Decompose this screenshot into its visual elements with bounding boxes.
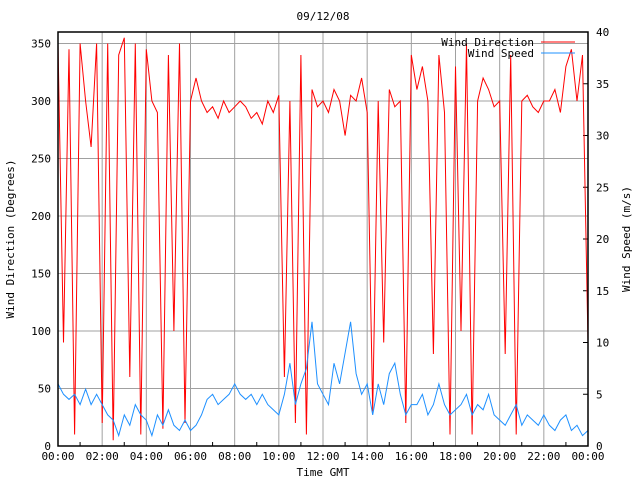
x-tick-label: 04:00 — [130, 450, 163, 463]
series-line-wind-speed — [57, 321, 589, 438]
y2-axis-label: Wind Speed (m/s) — [620, 186, 633, 292]
x-tick-label: 22:00 — [527, 450, 560, 463]
legend: Wind Direction Wind Speed — [441, 36, 575, 60]
series-line-wind-direction — [57, 37, 589, 441]
legend-label-direction: Wind Direction — [441, 36, 534, 49]
x-tick-label: 02:00 — [86, 450, 119, 463]
y2-tick-label: 25 — [596, 181, 609, 194]
y-tick-label: 50 — [38, 383, 51, 396]
y2-tick-label: 15 — [596, 285, 609, 298]
x-tick-label: 00:00 — [41, 450, 74, 463]
x-tick-label: 18:00 — [439, 450, 472, 463]
y-tick-label: 250 — [31, 153, 51, 166]
y2-tick-label: 40 — [596, 26, 609, 39]
legend-label-speed: Wind Speed — [468, 47, 534, 60]
y-tick-label: 0 — [44, 440, 51, 453]
x-tick-label: 00:00 — [571, 450, 604, 463]
y2-tick-label: 20 — [596, 233, 609, 246]
x-tick-label: 10:00 — [262, 450, 295, 463]
y-tick-label: 200 — [31, 210, 51, 223]
y-axis-label: Wind Direction (Degrees) — [4, 160, 17, 319]
y2-tick-label: 35 — [596, 78, 609, 91]
tick-labels: 00:00 02:00 04:00 06:00 08:00 10:00 12:00 14:00… — [31, 26, 609, 463]
y2-tick-label: 10 — [596, 337, 609, 350]
y2-tick-label: 30 — [596, 130, 609, 143]
y-tick-label: 100 — [31, 325, 51, 338]
x-tick-label: 14:00 — [351, 450, 384, 463]
y2-tick-label: 5 — [596, 388, 603, 401]
x-tick-label: 06:00 — [174, 450, 207, 463]
grid — [58, 31, 588, 447]
chart-title: 09/12/08 — [297, 10, 350, 23]
y-tick-label: 150 — [31, 268, 51, 281]
plot-frame — [57, 31, 589, 447]
series-group — [57, 37, 589, 441]
x-tick-label: 08:00 — [218, 450, 251, 463]
x-tick-label: 12:00 — [306, 450, 339, 463]
x-tick-label: 20:00 — [483, 450, 516, 463]
y2-tick-label: 0 — [596, 440, 603, 453]
y-tick-label: 300 — [31, 95, 51, 108]
y-tick-label: 350 — [31, 38, 51, 51]
x-axis-label: Time GMT — [297, 466, 350, 479]
x-tick-label: 16:00 — [395, 450, 428, 463]
